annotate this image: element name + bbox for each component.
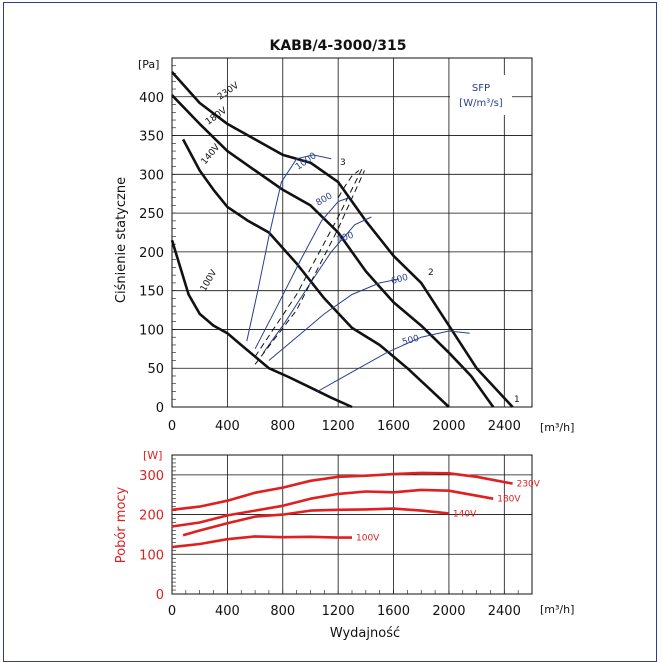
pressure-x-unit: [m³/h]	[540, 421, 574, 434]
power-axis-ticks: 0 400 800 1200 1600 2000 2400 0 100 200 300	[139, 469, 521, 619]
system-curves	[254, 166, 365, 365]
pressure-curve-230V	[171, 71, 514, 408]
pressure-x-tick: 0	[168, 419, 176, 434]
sfp-curve-700	[262, 216, 372, 353]
sfp-legend-unit: [W/m³/s]	[459, 98, 502, 109]
sfp-curve-1000	[246, 154, 332, 342]
pressure-x-tick: 1600	[377, 419, 410, 434]
pressure-curve-180V	[171, 94, 495, 408]
power-x-tick: 1600	[377, 604, 410, 619]
system-curve-1	[254, 166, 364, 357]
pressure-x-tick: 400	[215, 419, 240, 434]
sfp-value-label: 600	[390, 273, 409, 287]
power-labels: 230V 180V 140V 100V	[356, 480, 541, 544]
power-x-tick: 0	[168, 604, 176, 619]
sfp-value-label: 500	[401, 334, 420, 348]
pressure-curve-100V	[170, 239, 353, 409]
system-curve-3	[337, 170, 360, 198]
pressure-curves	[170, 71, 514, 409]
power-curve-label: 180V	[497, 495, 521, 505]
pressure-curve-label: 100V	[199, 268, 220, 294]
pressure-curve-140V	[181, 138, 450, 408]
sfp-value-label: 1000	[294, 151, 319, 172]
pressure-y-tick: 350	[139, 130, 164, 145]
system-curve-2	[254, 170, 365, 365]
power-x-tick: 2000	[432, 604, 465, 619]
power-curve-230V	[171, 471, 513, 512]
power-y-tick: 300	[139, 469, 164, 484]
power-curve-label: 140V	[453, 509, 477, 519]
pressure-y-tick: 300	[139, 168, 164, 183]
power-x-tick: 1200	[322, 604, 355, 619]
pressure-y-tick: 250	[139, 207, 164, 222]
system-point-label: 1	[514, 395, 520, 405]
power-curve-140V	[182, 507, 450, 537]
pressure-y-tick: 150	[139, 285, 164, 300]
sfp-curve-500	[317, 330, 470, 392]
pressure-y-tick: 400	[139, 91, 164, 106]
power-curves	[171, 471, 513, 549]
sfp-legend-title: SFP	[472, 83, 490, 94]
sfp-curve-800	[254, 197, 350, 350]
pressure-x-tick: 1200	[322, 419, 355, 434]
pressure-y-tick: 0	[156, 401, 164, 416]
power-x-unit: [m³/h]	[540, 603, 574, 616]
pressure-unit: [Pa]	[138, 58, 159, 71]
power-curve-label: 230V	[517, 480, 541, 490]
pressure-axis-ticks: 0 400 800 1200 1600 2000 240005010015020025030…	[139, 91, 521, 434]
sfp-curves	[246, 154, 470, 392]
pressure-y-tick: 50	[147, 362, 164, 377]
sfp-legend-box	[450, 75, 512, 115]
pressure-curve-label: 140V	[200, 142, 223, 167]
power-y-tick: 100	[139, 548, 164, 563]
pressure-y-tick: 100	[139, 323, 164, 338]
system-point-label: 2	[428, 268, 434, 278]
power-x-tick: 400	[215, 604, 240, 619]
power-x-tick: 2400	[488, 604, 521, 619]
power-grid	[171, 454, 533, 595]
power-y-tick: 0	[156, 588, 164, 603]
power-curve-100V	[171, 535, 352, 549]
flow-axis-title: Wydajność	[330, 626, 400, 641]
chart-canvas: KABB/4-3000/315 0 400 800 1200 1600 2000 24000…	[114, 38, 574, 641]
power-axis-title: Pobór mocy	[114, 486, 129, 563]
pressure-x-tick: 2000	[432, 419, 465, 434]
pressure-x-tick: 2400	[488, 419, 521, 434]
sfp-value-label: 800	[315, 191, 335, 208]
pressure-y-tick: 200	[139, 246, 164, 261]
pressure-axis-title: Ciśnienie statyczne	[114, 177, 129, 303]
system-point-label: 3	[340, 158, 346, 168]
pressure-x-tick: 800	[270, 419, 295, 434]
pressure-curve-label: 230V	[216, 80, 242, 102]
power-curve-label: 100V	[356, 534, 380, 544]
sfp-curve-600	[268, 278, 400, 361]
power-x-tick: 800	[270, 604, 295, 619]
chart-title: KABB/4-3000/315	[270, 38, 407, 54]
power-y-tick: 200	[139, 509, 164, 524]
power-curve-180V	[171, 488, 494, 528]
power-unit: [W]	[143, 449, 162, 462]
